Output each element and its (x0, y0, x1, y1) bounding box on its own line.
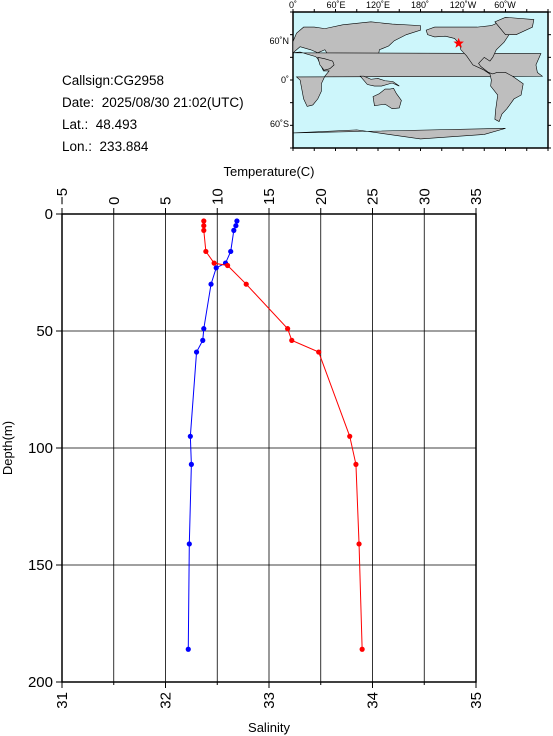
temperature-point (347, 433, 353, 439)
depth-axis-title: Depth(m) (0, 421, 15, 475)
temperature-point (243, 281, 249, 287)
temperature-tick-label: 20 (313, 188, 330, 205)
map-landmass-australia (372, 87, 402, 110)
map-landmass-arabia (317, 56, 335, 71)
lat-label: Lat.: (62, 117, 89, 132)
salinity-point (200, 337, 206, 343)
plot-area: −5 0 5 10 15 20 25 30 35 31 32 33 34 35 050100150200… (0, 164, 485, 735)
station-star-icon (453, 37, 464, 48)
depth-tick-label: 50 (36, 323, 53, 340)
temperature-point (359, 646, 365, 652)
salinity-point (208, 281, 214, 287)
temperature-point (211, 260, 217, 266)
temperature-tick-labels: −5 0 5 10 15 20 25 30 35 (54, 188, 485, 205)
temperature-line (203, 221, 363, 650)
temperature-point (356, 541, 362, 547)
temperature-tick-label: 0 (106, 197, 123, 205)
temperature-tick-label: 25 (365, 188, 382, 205)
salinity-axis-title: Salinity (248, 720, 290, 735)
temperature-point (316, 349, 322, 355)
salinity-point (187, 433, 193, 439)
plot-frame (61, 213, 477, 683)
salinity-tick-label: 32 (158, 692, 175, 709)
lat-value: 48.493 (95, 117, 138, 132)
callsign-value: CG2958 (113, 73, 165, 88)
temperature-point (225, 262, 231, 269)
station-info: Callsign:CG2958 Date: 2025/08/30 21:02(U… (62, 70, 244, 158)
map-landmass-greenland (494, 16, 535, 35)
temperature-point (201, 218, 207, 224)
temperature-point (201, 223, 207, 229)
salinity-point (233, 223, 239, 229)
depth-tick-label: 200 (28, 674, 53, 691)
map-top-tick: 60˚E (326, 0, 345, 10)
salinity-point (193, 349, 200, 355)
axis-ticks (56, 208, 477, 688)
temperature-tick-label: 30 (416, 188, 433, 205)
depth-tick-label: 150 (28, 557, 53, 574)
salinity-point (234, 218, 240, 224)
temperature-tick-label: 35 (468, 188, 485, 205)
world-map: 0˚ 60˚E 120˚E 180˚ 120˚W 60˚W 60˚N 0˚ 60… (269, 0, 551, 151)
temperature-point (203, 248, 209, 255)
temperature-tick-label: 15 (261, 188, 278, 205)
map-left-tick: 0˚ (281, 75, 289, 85)
map-top-tick: 180˚ (411, 0, 429, 10)
map-frame-ticks (290, 9, 551, 151)
lon-value: 233.884 (99, 139, 149, 154)
salinity-tick-label: 31 (54, 692, 71, 709)
map-landmass-indonesia (359, 75, 400, 87)
salinity-tick-label: 34 (365, 692, 382, 709)
salinity-point (188, 461, 194, 467)
map-left-tick: 60˚S (270, 119, 289, 129)
map-left-labels: 60˚N 0˚ 60˚S (269, 36, 289, 129)
salinity-tick-label: 33 (261, 692, 278, 709)
map-land (292, 16, 544, 148)
salinity-tick-label: 35 (468, 692, 485, 709)
lat-line: Lat.: 48.493 (62, 114, 244, 136)
callsign-line: Callsign:CG2958 (62, 70, 244, 92)
temperature-point (289, 337, 295, 343)
station-marker (453, 37, 464, 48)
map-top-tick: 0˚ (289, 0, 297, 10)
temperature-axis-title: Temperature(C) (223, 164, 314, 179)
temperature-point (285, 326, 291, 332)
salinity-point (231, 227, 237, 233)
date-value: 2025/08/30 21:02(UTC) (101, 95, 244, 110)
map-top-tick: 120˚E (366, 0, 390, 10)
salinity-point (213, 265, 219, 271)
callsign-label: Callsign: (62, 73, 114, 88)
temperature-series (201, 218, 365, 652)
temperature-point (353, 461, 359, 467)
salinity-point (185, 646, 191, 652)
salinity-tick-labels: 31 32 33 34 35 (54, 692, 485, 709)
temperature-tick-label: 5 (158, 197, 175, 205)
depth-tick-label: 100 (28, 440, 53, 457)
depth-tick-labels: 0 50 100 150 200 (28, 206, 53, 691)
temperature-point (201, 227, 207, 233)
map-top-labels: 0˚ 60˚E 120˚E 180˚ 120˚W 60˚W (289, 0, 516, 10)
salinity-point (186, 541, 192, 547)
map-top-tick: 120˚W (450, 0, 477, 10)
lon-label: Lon.: (62, 139, 93, 154)
salinity-point (228, 248, 234, 255)
salinity-point (201, 326, 207, 332)
lon-line: Lon.: 233.884 (62, 136, 244, 158)
depth-tick-label: 0 (45, 206, 53, 223)
map-left-tick: 60˚N (269, 36, 289, 46)
map-landmass-antarctica (292, 128, 506, 148)
date-line: Date: 2025/08/30 21:02(UTC) (62, 92, 244, 114)
map-top-tick: 60˚W (494, 0, 516, 10)
temperature-tick-label: −5 (54, 188, 71, 205)
temperature-tick-label: 10 (209, 188, 226, 205)
date-label: Date: (62, 95, 95, 110)
salinity-line (187, 220, 238, 650)
